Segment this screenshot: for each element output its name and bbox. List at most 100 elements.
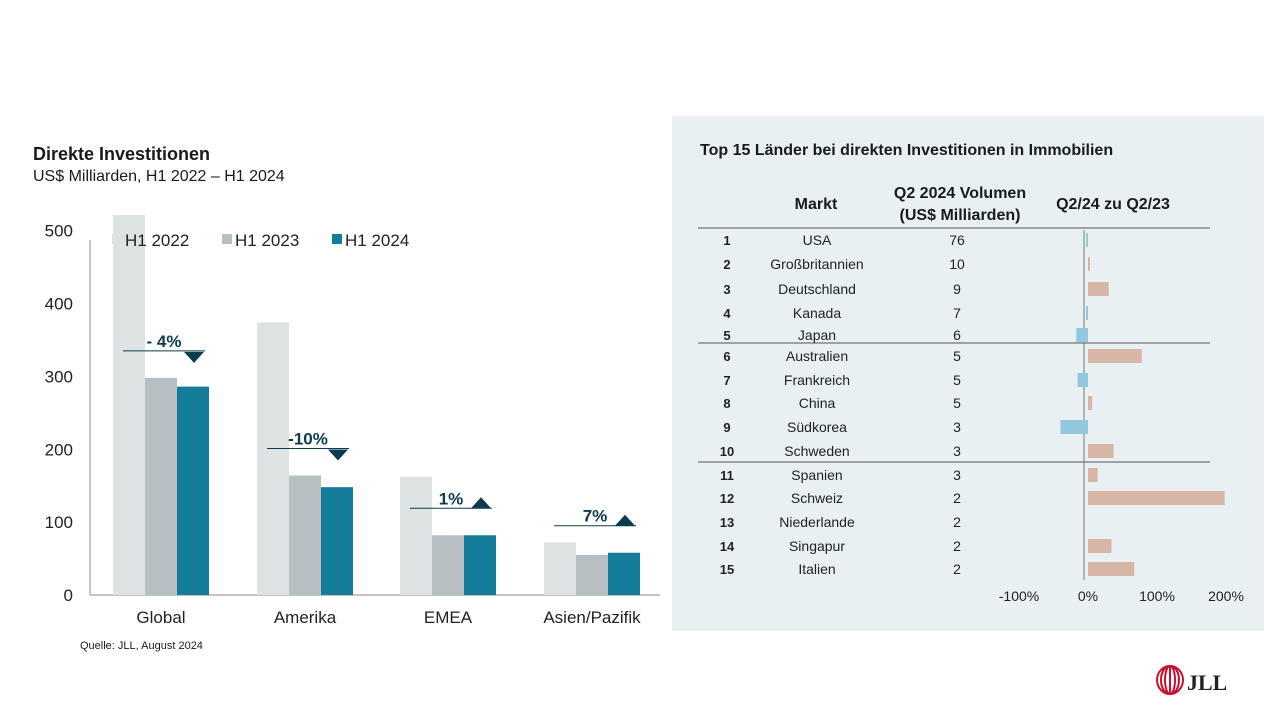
row-market: Deutschland (778, 281, 856, 297)
row-volume: 2 (953, 561, 961, 577)
change-bar (1088, 282, 1109, 296)
legend-swatch (222, 234, 232, 244)
change-bar (1077, 373, 1088, 387)
x-tick-label: 100% (1139, 588, 1175, 604)
row-volume: 2 (953, 538, 961, 554)
change-label: - 4% (147, 332, 182, 351)
y-tick-label: 500 (45, 222, 73, 241)
bar-amerika-h12023 (289, 475, 321, 595)
chart-title: Direkte Investitionen (33, 144, 211, 164)
bar-asienpazifik-h12023 (576, 554, 608, 595)
row-volume: 3 (953, 443, 961, 459)
row-rank: 3 (723, 282, 730, 297)
change-bar (1088, 468, 1098, 482)
col-header-volume-line2: (US$ Milliarden) (899, 207, 1021, 224)
row-rank: 10 (720, 444, 734, 459)
change-bar (1076, 328, 1088, 342)
top15-panel (672, 116, 1264, 631)
row-market: China (799, 395, 836, 411)
row-volume: 2 (953, 490, 961, 506)
change-bar (1060, 420, 1088, 434)
logo-text: JLL (1187, 670, 1226, 695)
row-rank: 14 (720, 539, 735, 554)
x-tick-label: Amerika (274, 608, 337, 627)
row-market: Großbritannien (770, 256, 863, 272)
change-bar (1086, 306, 1088, 320)
jll-logo-icon: JLL (1156, 665, 1227, 695)
legend-label: H1 2022 (125, 231, 189, 250)
bar-asienpazifik-h12024 (608, 552, 640, 595)
x-tick-label: 0% (1078, 588, 1098, 604)
row-market: Schweden (784, 443, 849, 459)
top15-table: 1 USA 762 Großbritannien 103 Deutschland 94 Kan… (698, 227, 1244, 604)
row-rank: 11 (720, 468, 734, 483)
row-volume: 9 (953, 281, 961, 297)
jll-logo: JLL (1156, 664, 1227, 703)
row-rank: 2 (723, 257, 730, 272)
bar-asienpazifik-h12022 (544, 542, 576, 595)
legend-label: H1 2024 (345, 231, 409, 250)
row-market: Spanien (791, 467, 842, 483)
bar-emea-h12022 (400, 476, 432, 595)
row-volume: 7 (953, 305, 961, 321)
row-volume: 5 (953, 395, 961, 411)
row-volume: 6 (953, 327, 961, 343)
y-tick-label: 200 (45, 440, 73, 459)
row-rank: 1 (723, 233, 730, 248)
source-note: Quelle: JLL, August 2024 (80, 640, 203, 652)
legend-swatch (112, 234, 122, 244)
x-tick-label: -100% (999, 588, 1039, 604)
bar-amerika-h12022 (257, 322, 289, 595)
row-rank: 15 (720, 562, 734, 577)
row-volume: 5 (953, 348, 961, 364)
triangle-down-icon (328, 449, 348, 461)
row-market: Niederlande (779, 514, 855, 530)
x-tick-label: Asien/Pazifik (543, 608, 641, 627)
row-rank: 7 (723, 373, 730, 388)
col-header-change: Q2/24 zu Q2/23 (1056, 196, 1170, 213)
change-bar (1088, 257, 1090, 271)
change-bar (1088, 539, 1112, 553)
row-volume: 76 (949, 232, 965, 248)
change-bar (1088, 444, 1114, 458)
row-rank: 8 (723, 396, 730, 411)
change-label: 1% (439, 489, 464, 508)
x-tick-label: EMEA (424, 608, 473, 627)
triangle-up-icon (615, 514, 635, 526)
change-bar (1086, 233, 1088, 247)
row-market: Italien (798, 561, 835, 577)
y-tick-label: 100 (45, 513, 73, 532)
top15-title: Top 15 Länder bei direkten Investitionen… (700, 142, 1114, 159)
y-tick-label: 400 (45, 295, 73, 314)
row-market: Australien (786, 348, 848, 364)
bar-global-h12023 (145, 377, 177, 595)
row-market: Schweiz (791, 490, 843, 506)
row-volume: 10 (949, 256, 965, 272)
change-label: 7% (583, 507, 608, 526)
row-rank: 6 (723, 349, 730, 364)
col-header-market: Markt (794, 196, 838, 213)
row-rank: 12 (720, 491, 734, 506)
bar-emea-h12024 (464, 535, 496, 595)
row-market: Frankreich (784, 372, 850, 388)
triangle-down-icon (184, 351, 204, 363)
change-label: -10% (288, 430, 328, 449)
change-bar (1088, 562, 1135, 576)
row-market: Kanada (793, 305, 841, 321)
investment-bar-chart: 0100200300400500600700GlobalAmerikaEMEAA… (45, 215, 660, 627)
y-tick-label: 300 (45, 367, 73, 386)
col-header-volume-line1: Q2 2024 Volumen (893, 185, 1027, 202)
row-volume: 2 (953, 514, 961, 530)
row-rank: 4 (723, 306, 731, 321)
triangle-up-icon (471, 497, 491, 509)
x-tick-label: Global (136, 608, 185, 627)
row-volume: 5 (953, 372, 961, 388)
row-rank: 5 (723, 328, 730, 343)
row-market: Südkorea (787, 419, 847, 435)
row-volume: 3 (953, 467, 961, 483)
bar-emea-h12023 (432, 535, 464, 595)
bar-global-h12022 (113, 215, 145, 595)
chart-subtitle: US$ Milliarden, H1 2022 – H1 2024 (33, 168, 285, 185)
bar-amerika-h12024 (321, 487, 353, 595)
row-market: Singapur (789, 538, 845, 554)
